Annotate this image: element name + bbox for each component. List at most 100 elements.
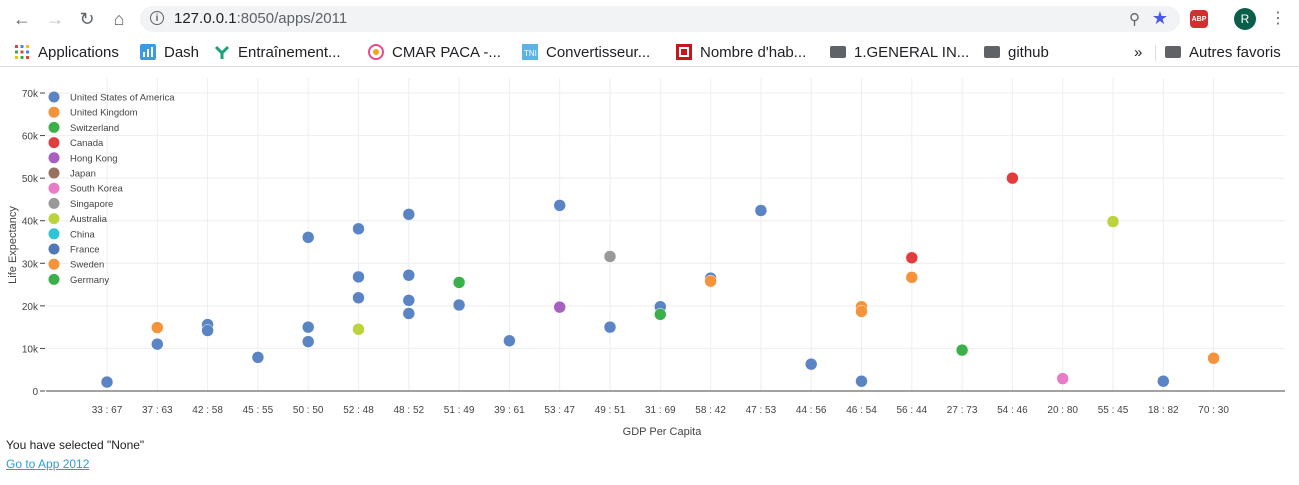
legend-marker[interactable]	[48, 106, 60, 118]
data-point[interactable]	[553, 199, 566, 212]
go-to-app-link[interactable]: Go to App 2012	[6, 457, 90, 471]
legend-marker[interactable]	[48, 182, 60, 194]
data-point[interactable]	[402, 268, 416, 282]
data-point[interactable]	[452, 276, 466, 289]
legend-marker[interactable]	[48, 273, 60, 285]
y-axis: 0 10k 20k 30k 40k 50k 60k 70k	[22, 89, 45, 398]
back-arrow-icon[interactable]: ←	[13, 8, 31, 29]
info-icon[interactable]: i	[150, 11, 164, 25]
adblock-icon[interactable]: ABP	[1190, 10, 1208, 28]
legend-label[interactable]: France	[70, 245, 100, 256]
data-point[interactable]	[201, 324, 214, 337]
legend-marker[interactable]	[48, 152, 60, 164]
legend-label[interactable]: Hong Kong	[70, 153, 118, 164]
home-icon[interactable]: ⌂	[113, 8, 125, 29]
data-point[interactable]	[352, 270, 365, 284]
chart-svg[interactable]: 0 10k 20k 30k 40k 50k 60k 70k 33 : 67 37 : 63 42 …	[0, 72, 1299, 442]
data-point[interactable]	[603, 250, 617, 263]
data-point[interactable]	[151, 337, 164, 351]
legend-label[interactable]: Germany	[70, 275, 109, 286]
chart-legend[interactable]: United States of America United Kingdom Sw…	[48, 91, 176, 286]
bookmark-label: Nombre d'hab...	[700, 43, 807, 61]
data-point[interactable]	[1207, 351, 1220, 365]
scatter-chart[interactable]: 0 10k 20k 30k 40k 50k 60k 70k 33 : 67 37 : 63 42 …	[0, 72, 1299, 442]
zoom-icon[interactable]: ⚲	[1129, 11, 1140, 28]
data-point[interactable]	[855, 374, 868, 388]
bookmark-star-icon[interactable]: ★	[1151, 8, 1168, 28]
legend-marker[interactable]	[48, 167, 60, 179]
data-point[interactable]	[1056, 372, 1069, 385]
forward-arrow-icon[interactable]: →	[46, 8, 64, 29]
data-point[interactable]	[503, 334, 516, 348]
legend-label[interactable]: Switzerland	[70, 123, 119, 134]
bookmarks-separator	[1155, 45, 1156, 61]
bookmark-applications[interactable]: Applications	[14, 43, 119, 61]
data-point[interactable]	[251, 351, 265, 364]
menu-dots-icon[interactable]: ⋮	[1270, 10, 1286, 27]
data-point[interactable]	[301, 335, 315, 348]
data-point[interactable]	[1106, 215, 1120, 228]
legend-marker[interactable]	[48, 213, 60, 225]
legend-marker[interactable]	[48, 197, 60, 209]
data-point[interactable]	[352, 323, 365, 336]
reload-icon[interactable]: ↻	[79, 8, 95, 29]
data-point[interactable]	[955, 343, 969, 357]
legend-label[interactable]: Australia	[70, 214, 108, 225]
bookmark-habitants[interactable]: Nombre d'hab...	[676, 43, 806, 61]
data-point[interactable]	[100, 375, 114, 389]
url-text[interactable]: 127.0.0.1:8050/apps/2011	[174, 10, 347, 27]
legend-marker[interactable]	[48, 243, 60, 255]
y-tick-label: 60k	[22, 132, 39, 143]
legend-label[interactable]: Japan	[70, 169, 96, 180]
entrainement-icon	[214, 44, 230, 60]
data-point[interactable]	[402, 208, 416, 221]
data-point[interactable]	[1006, 171, 1019, 185]
legend-label[interactable]: Singapore	[70, 199, 113, 210]
data-point[interactable]	[352, 222, 365, 236]
legend-label[interactable]: Sweden	[70, 260, 104, 271]
data-point[interactable]	[1157, 374, 1170, 388]
folder-icon	[830, 46, 846, 58]
legend-label[interactable]: United States of America	[70, 93, 175, 104]
bookmark-dash[interactable]: Dash	[140, 43, 199, 61]
data-point[interactable]	[553, 300, 566, 314]
bookmark-general-folder[interactable]: 1.GENERAL IN...	[830, 43, 969, 61]
bookmark-convertisseur[interactable]: TNI Convertisseur...	[522, 43, 650, 61]
bookmark-cmar[interactable]: CMAR PACA -...	[368, 43, 501, 61]
x-tick-label: 53 : 47	[544, 405, 575, 416]
data-point[interactable]	[654, 308, 667, 321]
bookmark-github-folder[interactable]: github	[984, 43, 1049, 61]
chart-points[interactable]	[100, 171, 1220, 389]
legend-label[interactable]: Canada	[70, 138, 104, 149]
data-point[interactable]	[754, 204, 768, 217]
legend-label[interactable]: South Korea	[70, 184, 124, 195]
data-point[interactable]	[301, 320, 315, 334]
legend-marker[interactable]	[48, 91, 60, 103]
data-point[interactable]	[603, 320, 617, 334]
data-point[interactable]	[905, 251, 919, 265]
legend-label[interactable]: China	[70, 229, 96, 240]
data-point[interactable]	[301, 231, 315, 244]
data-point[interactable]	[905, 271, 919, 284]
profile-avatar[interactable]: R	[1234, 8, 1256, 30]
data-point[interactable]	[352, 291, 365, 305]
address-bar[interactable]: i 127.0.0.1:8050/apps/2011 ⚲ ★	[140, 6, 1180, 32]
data-point[interactable]	[151, 321, 164, 334]
data-point[interactable]	[452, 298, 466, 312]
data-point[interactable]	[402, 294, 416, 307]
browser-toolbar: ← → ↻ ⌂ i 127.0.0.1:8050/apps/2011 ⚲ ★ A…	[0, 0, 1299, 38]
data-point[interactable]	[704, 274, 717, 288]
legend-marker[interactable]	[48, 258, 60, 270]
y-tick-label: 70k	[22, 89, 39, 100]
data-point[interactable]	[402, 307, 416, 320]
legend-marker[interactable]	[48, 137, 60, 149]
data-point[interactable]	[855, 305, 868, 318]
legend-marker[interactable]	[48, 121, 60, 133]
legend-marker[interactable]	[48, 228, 60, 240]
bookmark-entrainement[interactable]: Entraînement...	[214, 43, 341, 61]
legend-label[interactable]: United Kingdom	[70, 108, 138, 119]
data-point[interactable]	[804, 357, 818, 371]
bookmarks-overflow-button[interactable]: »	[1134, 43, 1143, 61]
x-tick-label: 47 : 53	[746, 405, 777, 416]
bookmark-other-folder[interactable]: Autres favoris	[1165, 43, 1281, 61]
